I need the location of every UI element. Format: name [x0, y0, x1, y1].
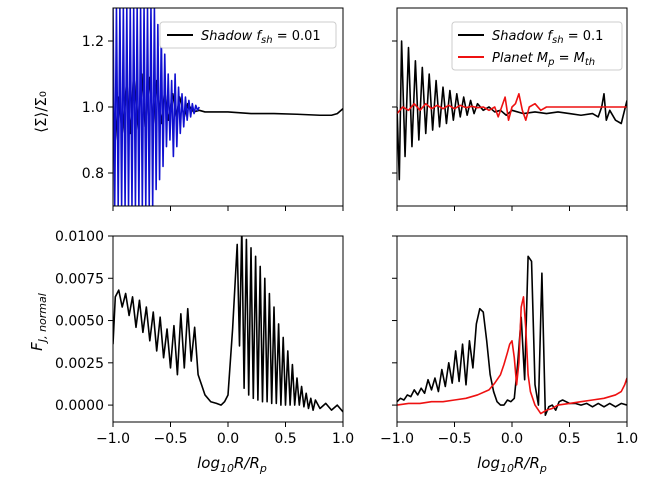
- top-right-series-1: [397, 93, 627, 121]
- bottom-left-xtick-label-4: 1.0: [332, 431, 354, 447]
- bottom-left-xtick-label-2: 0.0: [217, 431, 239, 447]
- bottom-left-ytick-label-2: 0.0050: [55, 314, 104, 330]
- bottom-left-ylabel: FJ, normal: [28, 293, 49, 351]
- panel-top-right: [392, 7, 628, 211]
- bottom-left-xtick-label-3: 0.5: [274, 431, 296, 447]
- legend-shadow-01-tail: = 0.1: [564, 29, 604, 44]
- legend-planet-main: Planet M: [492, 51, 548, 66]
- top-left-series-1: [113, 8, 200, 206]
- panel-bottom-right: −1.0 −0.5 0.0 0.5 1.0: [380, 235, 638, 447]
- bottom-right-xlabel-sub: 10: [500, 462, 514, 475]
- top-left-ytick-label-2: 1.2: [82, 34, 104, 50]
- bottom-right-xlabel-main: log: [477, 454, 500, 472]
- bottom-left-xtick-label-0: −1.0: [96, 431, 130, 447]
- bottom-right-xtick-label-4: 1.0: [616, 431, 638, 447]
- bottom-right-xlabel: log10R/Rp: [477, 454, 547, 475]
- legend-planet-sub2: th: [585, 57, 595, 68]
- bottom-left-xtick-label-1: −0.5: [154, 431, 188, 447]
- bottom-right-xtick-label-1: −0.5: [438, 431, 472, 447]
- bottom-left-xlabel-sub2: p: [259, 462, 267, 475]
- bottom-right-xtick-label-3: 0.5: [558, 431, 580, 447]
- bottom-left-series-0: [113, 236, 343, 413]
- bottom-left-ylabel-sub: J, normal: [36, 293, 49, 344]
- legend-top-right: Shadow fsh = 0.1 Planet Mp = Mth: [451, 21, 623, 71]
- bottom-left-xlabel-tail: R/R: [234, 454, 260, 472]
- legend-planet-mid: = M: [554, 51, 584, 66]
- legend-shadow-001-main: Shadow f: [201, 29, 263, 44]
- bottom-right-xlabel-sub2: p: [539, 462, 547, 475]
- legend-top-left: Shadow fsh = 0.01: [159, 21, 337, 49]
- legend-shadow-001-label: Shadow fsh = 0.01: [201, 29, 321, 46]
- bottom-left-ytick-label-3: 0.0075: [55, 271, 104, 287]
- legend-top-left-box: [159, 21, 337, 49]
- legend-shadow-01-sub: sh: [552, 35, 564, 46]
- bottom-left-ytick-label-1: 0.0025: [55, 356, 104, 372]
- panel-top-left: 0.8 1.0 1.2: [82, 7, 344, 211]
- top-left-ylabel: ⟨Σ⟩/Σ₀: [32, 91, 50, 133]
- bottom-right-xlabel-tail: R/R: [514, 454, 540, 472]
- top-left-ytick-label-1: 1.0: [82, 100, 104, 116]
- legend-shadow-001-tail: = 0.01: [273, 29, 321, 44]
- bottom-left-xlabel-main: log: [197, 454, 220, 472]
- bottom-right-xtick-label-0: −1.0: [380, 431, 414, 447]
- legend-shadow-01-label: Shadow fsh = 0.1: [492, 29, 603, 46]
- bottom-left-ytick-label-4: 0.0100: [55, 229, 104, 245]
- panel-bottom-left: −1.0 −0.5 0.0 0.5 1.0 0.0000 0.0025 0.0050 0.007…: [55, 229, 354, 447]
- bottom-left-ytick-label-0: 0.0000: [55, 398, 104, 414]
- top-left-ytick-label-0: 0.8: [82, 166, 104, 182]
- legend-shadow-01-main: Shadow f: [492, 29, 554, 44]
- legend-shadow-001-sub: sh: [261, 35, 273, 46]
- legend-planet-label: Planet Mp = Mth: [492, 51, 595, 68]
- bottom-left-ylabel-main: F: [28, 342, 46, 351]
- legend-top-right-box: [451, 21, 623, 71]
- legend-planet-sub: p: [547, 57, 554, 68]
- bottom-left-xlabel-sub: 10: [220, 462, 234, 475]
- bottom-right-xtick-label-2: 0.0: [501, 431, 523, 447]
- bottom-right-series-1: [397, 296, 627, 415]
- bottom-left-xlabel: log10R/Rp: [197, 454, 267, 475]
